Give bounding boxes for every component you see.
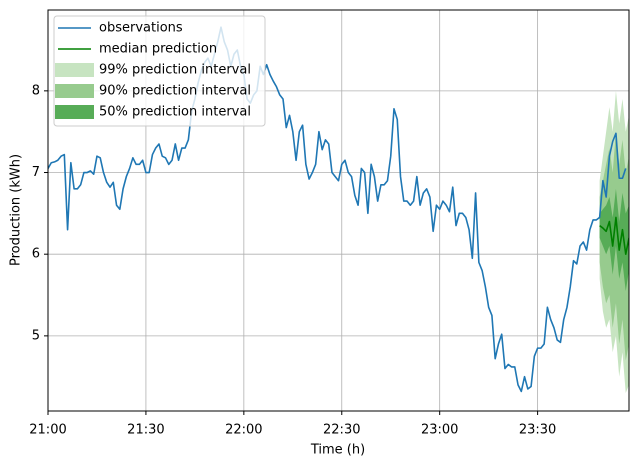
legend-swatch xyxy=(55,84,94,98)
y-tick-label: 8 xyxy=(32,83,40,98)
legend-label: 99% prediction interval xyxy=(99,63,251,78)
x-axis-label: Time (h) xyxy=(310,443,365,458)
legend-label: 50% prediction interval xyxy=(99,105,251,120)
y-tick-label: 7 xyxy=(32,165,40,180)
x-tick-label: 23:00 xyxy=(421,423,458,438)
legend-box xyxy=(53,15,266,127)
x-tick-label: 22:30 xyxy=(323,423,360,438)
axes-frame xyxy=(47,9,630,412)
y-tick-label: 6 xyxy=(32,247,40,262)
legend-swatch xyxy=(55,105,94,119)
x-tick-label: 22:00 xyxy=(225,423,262,438)
plot-area xyxy=(48,26,629,394)
legend-swatch xyxy=(55,63,94,77)
y-axis-label: Production (kWh) xyxy=(9,154,24,266)
legend-label: 90% prediction interval xyxy=(99,84,251,99)
legend-label: observations xyxy=(99,21,183,36)
line xyxy=(48,26,627,393)
x-tick-label: 21:00 xyxy=(29,423,66,438)
legend-label: median prediction xyxy=(99,42,217,57)
y-tick-label: 5 xyxy=(32,328,40,343)
x-tick-label: 21:30 xyxy=(127,423,164,438)
prediction-interval xyxy=(599,188,629,291)
line xyxy=(599,216,629,255)
x-tick-label: 23:30 xyxy=(519,423,556,438)
